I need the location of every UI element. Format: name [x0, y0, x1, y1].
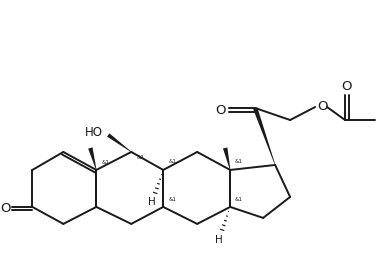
Text: &1: &1: [101, 160, 109, 165]
Text: &1: &1: [168, 197, 176, 203]
Text: HO: HO: [85, 126, 103, 140]
Text: O: O: [341, 79, 351, 93]
Text: &1: &1: [136, 156, 144, 160]
Polygon shape: [88, 147, 96, 170]
Polygon shape: [223, 148, 230, 170]
Polygon shape: [253, 107, 275, 165]
Text: &1: &1: [168, 159, 176, 164]
Text: O: O: [215, 103, 225, 117]
Text: O: O: [0, 202, 11, 215]
Text: &1: &1: [234, 197, 242, 203]
Polygon shape: [107, 133, 131, 152]
Text: O: O: [317, 100, 327, 112]
Text: H: H: [215, 235, 223, 245]
Text: &1: &1: [234, 159, 242, 164]
Text: H: H: [149, 197, 156, 207]
